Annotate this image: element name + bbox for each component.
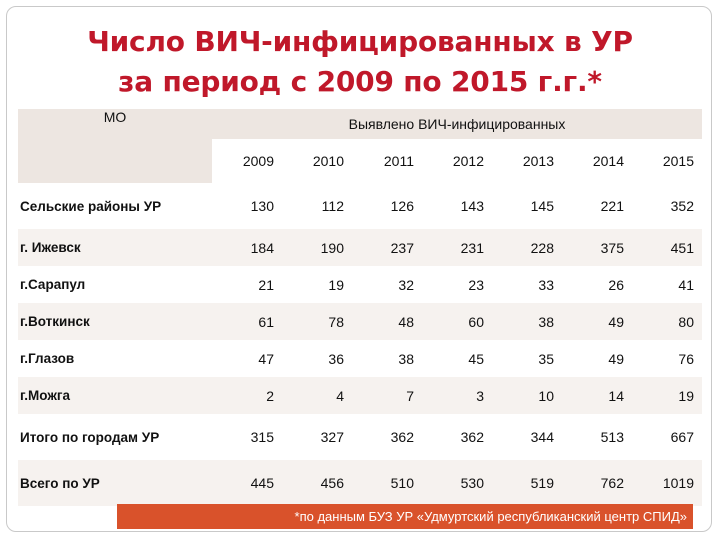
value-cell: 38 bbox=[492, 303, 562, 340]
year-header: 2012 bbox=[422, 139, 492, 183]
value-cell: 513 bbox=[600, 429, 624, 445]
year-header: 2010 bbox=[282, 139, 352, 183]
value-cell: 80 bbox=[632, 303, 702, 340]
value-cell: 184 bbox=[212, 229, 282, 266]
value-cell: 237 bbox=[352, 229, 422, 266]
source-footnote: *по данным БУЗ УР «Удмуртский республика… bbox=[117, 504, 693, 529]
value-cell: 762 bbox=[562, 460, 632, 506]
value-cell: 445 bbox=[212, 460, 282, 506]
value-cell: 7 bbox=[352, 377, 422, 414]
value-cell: 327 bbox=[320, 429, 344, 445]
value-cell: 2 bbox=[212, 377, 282, 414]
year-header: 2015 bbox=[632, 139, 702, 183]
value-cell: 14 bbox=[562, 377, 632, 414]
value-cell: 61 bbox=[212, 303, 282, 340]
value-cell: 23 bbox=[468, 276, 484, 293]
value-cell: 190 bbox=[282, 229, 352, 266]
hiv-table: МО Выявлено ВИЧ-инфицированных 2009 2010… bbox=[18, 109, 702, 506]
year-header: 2013 bbox=[492, 139, 562, 183]
row-name: г.Сарапул bbox=[20, 277, 86, 292]
value-cell: 33 bbox=[538, 276, 554, 293]
value-cell: 10 bbox=[492, 377, 562, 414]
row-name: Итого по городам УР bbox=[20, 429, 160, 445]
value-cell: 362 bbox=[390, 429, 414, 445]
value-cell: 76 bbox=[678, 350, 694, 367]
title-line-1: Число ВИЧ-инфицированных в УР bbox=[87, 25, 633, 58]
value-cell: 667 bbox=[670, 429, 694, 445]
slide-frame bbox=[6, 6, 712, 532]
value-cell: 4 bbox=[282, 377, 352, 414]
row-name: г.Можга bbox=[18, 377, 212, 414]
title-line-2: за период с 2009 по 2015 г.г.* bbox=[118, 65, 602, 98]
group-header: Выявлено ВИЧ-инфицированных bbox=[212, 109, 702, 139]
value-cell: 3 bbox=[422, 377, 492, 414]
value-cell: 362 bbox=[460, 429, 484, 445]
row-name: Всего по УР bbox=[18, 460, 212, 506]
value-cell: 35 bbox=[538, 350, 554, 367]
value-cell: 36 bbox=[328, 350, 344, 367]
row-name: г.Воткинск bbox=[18, 303, 212, 340]
value-cell: 231 bbox=[422, 229, 492, 266]
value-cell: 375 bbox=[562, 229, 632, 266]
value-cell: 48 bbox=[352, 303, 422, 340]
value-cell: 228 bbox=[492, 229, 562, 266]
value-cell: 530 bbox=[422, 460, 492, 506]
table-row: Сельские районы УР 130 112 126 143 145 221 352 bbox=[18, 183, 702, 229]
page-title: Число ВИЧ-инфицированных в УР за период … bbox=[0, 22, 720, 102]
year-header: 2009 bbox=[212, 139, 282, 183]
value-cell: 519 bbox=[492, 460, 562, 506]
value-cell: 352 bbox=[670, 198, 694, 214]
value-cell: 41 bbox=[678, 276, 694, 293]
value-cell: 21 bbox=[258, 276, 274, 293]
row-name: Сельские районы УР bbox=[20, 198, 162, 214]
value-cell: 1019 bbox=[632, 460, 702, 506]
value-cell: 126 bbox=[390, 198, 414, 214]
value-cell: 32 bbox=[398, 276, 414, 293]
value-cell: 143 bbox=[460, 198, 484, 214]
value-cell: 510 bbox=[352, 460, 422, 506]
value-cell: 49 bbox=[608, 350, 624, 367]
value-cell: 456 bbox=[282, 460, 352, 506]
year-header: 2011 bbox=[352, 139, 422, 183]
table-row: г.Можга 2 4 7 3 10 14 19 bbox=[18, 377, 702, 414]
mo-header: МО bbox=[18, 109, 212, 183]
table-row: г.Глазов 47 36 38 45 35 49 76 bbox=[18, 340, 702, 377]
value-cell: 47 bbox=[258, 350, 274, 367]
value-cell: 19 bbox=[632, 377, 702, 414]
value-cell: 112 bbox=[321, 198, 344, 214]
value-cell: 60 bbox=[422, 303, 492, 340]
value-cell: 19 bbox=[328, 276, 344, 293]
value-cell: 344 bbox=[530, 429, 554, 445]
value-cell: 130 bbox=[250, 198, 274, 214]
row-name: г. Ижевск bbox=[18, 229, 212, 266]
value-cell: 45 bbox=[468, 350, 484, 367]
year-header: 2014 bbox=[562, 139, 632, 183]
row-name: г.Глазов bbox=[20, 351, 75, 366]
table-row: Итого по городам УР 315 327 362 362 344 513 667 bbox=[18, 414, 702, 460]
value-cell: 26 bbox=[608, 276, 624, 293]
value-cell: 451 bbox=[632, 229, 702, 266]
table-row: г.Сарапул 21 19 32 23 33 26 41 bbox=[18, 266, 702, 303]
value-cell: 38 bbox=[398, 350, 414, 367]
table-row: Всего по УР 445 456 510 530 519 762 1019 bbox=[18, 460, 702, 506]
value-cell: 145 bbox=[530, 198, 554, 214]
value-cell: 315 bbox=[250, 429, 274, 445]
table-row: г.Воткинск 61 78 48 60 38 49 80 bbox=[18, 303, 702, 340]
value-cell: 49 bbox=[562, 303, 632, 340]
value-cell: 78 bbox=[282, 303, 352, 340]
table-row: г. Ижевск 184 190 237 231 228 375 451 bbox=[18, 229, 702, 266]
value-cell: 221 bbox=[600, 198, 624, 214]
